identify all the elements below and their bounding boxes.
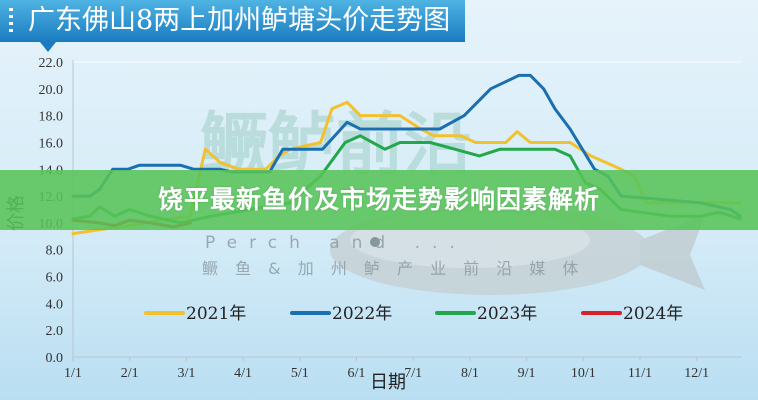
title-dots: [9, 8, 13, 34]
x-tick-label: 8/1: [461, 366, 479, 381]
x-tick-label: 4/1: [234, 366, 252, 381]
x-tick-label: 10/1: [571, 366, 596, 381]
title-bar: 广东佛山8两上加州鲈塘头价走势图: [0, 0, 465, 42]
headline-text: 饶平最新鱼价及市场走势影响因素解析: [157, 185, 601, 214]
y-tick-label: 16.0: [39, 136, 64, 151]
y-tick-label: 2.0: [46, 324, 64, 339]
y-tick-label: 4.0: [46, 297, 64, 312]
x-tick-label: 1/1: [64, 366, 82, 381]
legend: 2021年 2022年 2023年 2024年: [144, 304, 683, 324]
legend-label: 2022年: [332, 304, 392, 324]
x-tick-label: 5/1: [291, 366, 309, 381]
x-axis-title: 日期: [370, 372, 406, 393]
watermark-chinese: 鳜 鱼 & 加 州 鲈 产 业 前 沿 媒 体: [202, 259, 584, 278]
y-tick-label: 8.0: [46, 244, 64, 259]
headline-banner: [0, 170, 758, 230]
legend-label: 2023年: [477, 304, 537, 324]
y-tick-label: 6.0: [46, 271, 64, 286]
x-tick-label: 9/1: [518, 366, 536, 381]
y-tick-label: 22.0: [39, 56, 64, 71]
legend-label: 2024年: [623, 304, 683, 324]
y-tick-label: 0.0: [46, 351, 64, 366]
x-tick-label: 2/1: [121, 366, 139, 381]
x-tick-label: 11/1: [628, 366, 652, 381]
chart-title: 广东佛山8两上加州鲈塘头价走势图: [28, 5, 451, 36]
x-tick-label: 7/1: [404, 366, 422, 381]
x-tick-label: 6/1: [348, 366, 366, 381]
y-tick-label: 18.0: [39, 110, 64, 125]
title-tail: [40, 42, 56, 52]
y-tick-label: 20.0: [39, 83, 64, 98]
x-tick-label: 3/1: [177, 366, 195, 381]
watermark-english: Perch and ...: [205, 233, 467, 253]
x-tick-label: 12/1: [684, 366, 709, 381]
legend-label: 2021年: [186, 304, 246, 324]
